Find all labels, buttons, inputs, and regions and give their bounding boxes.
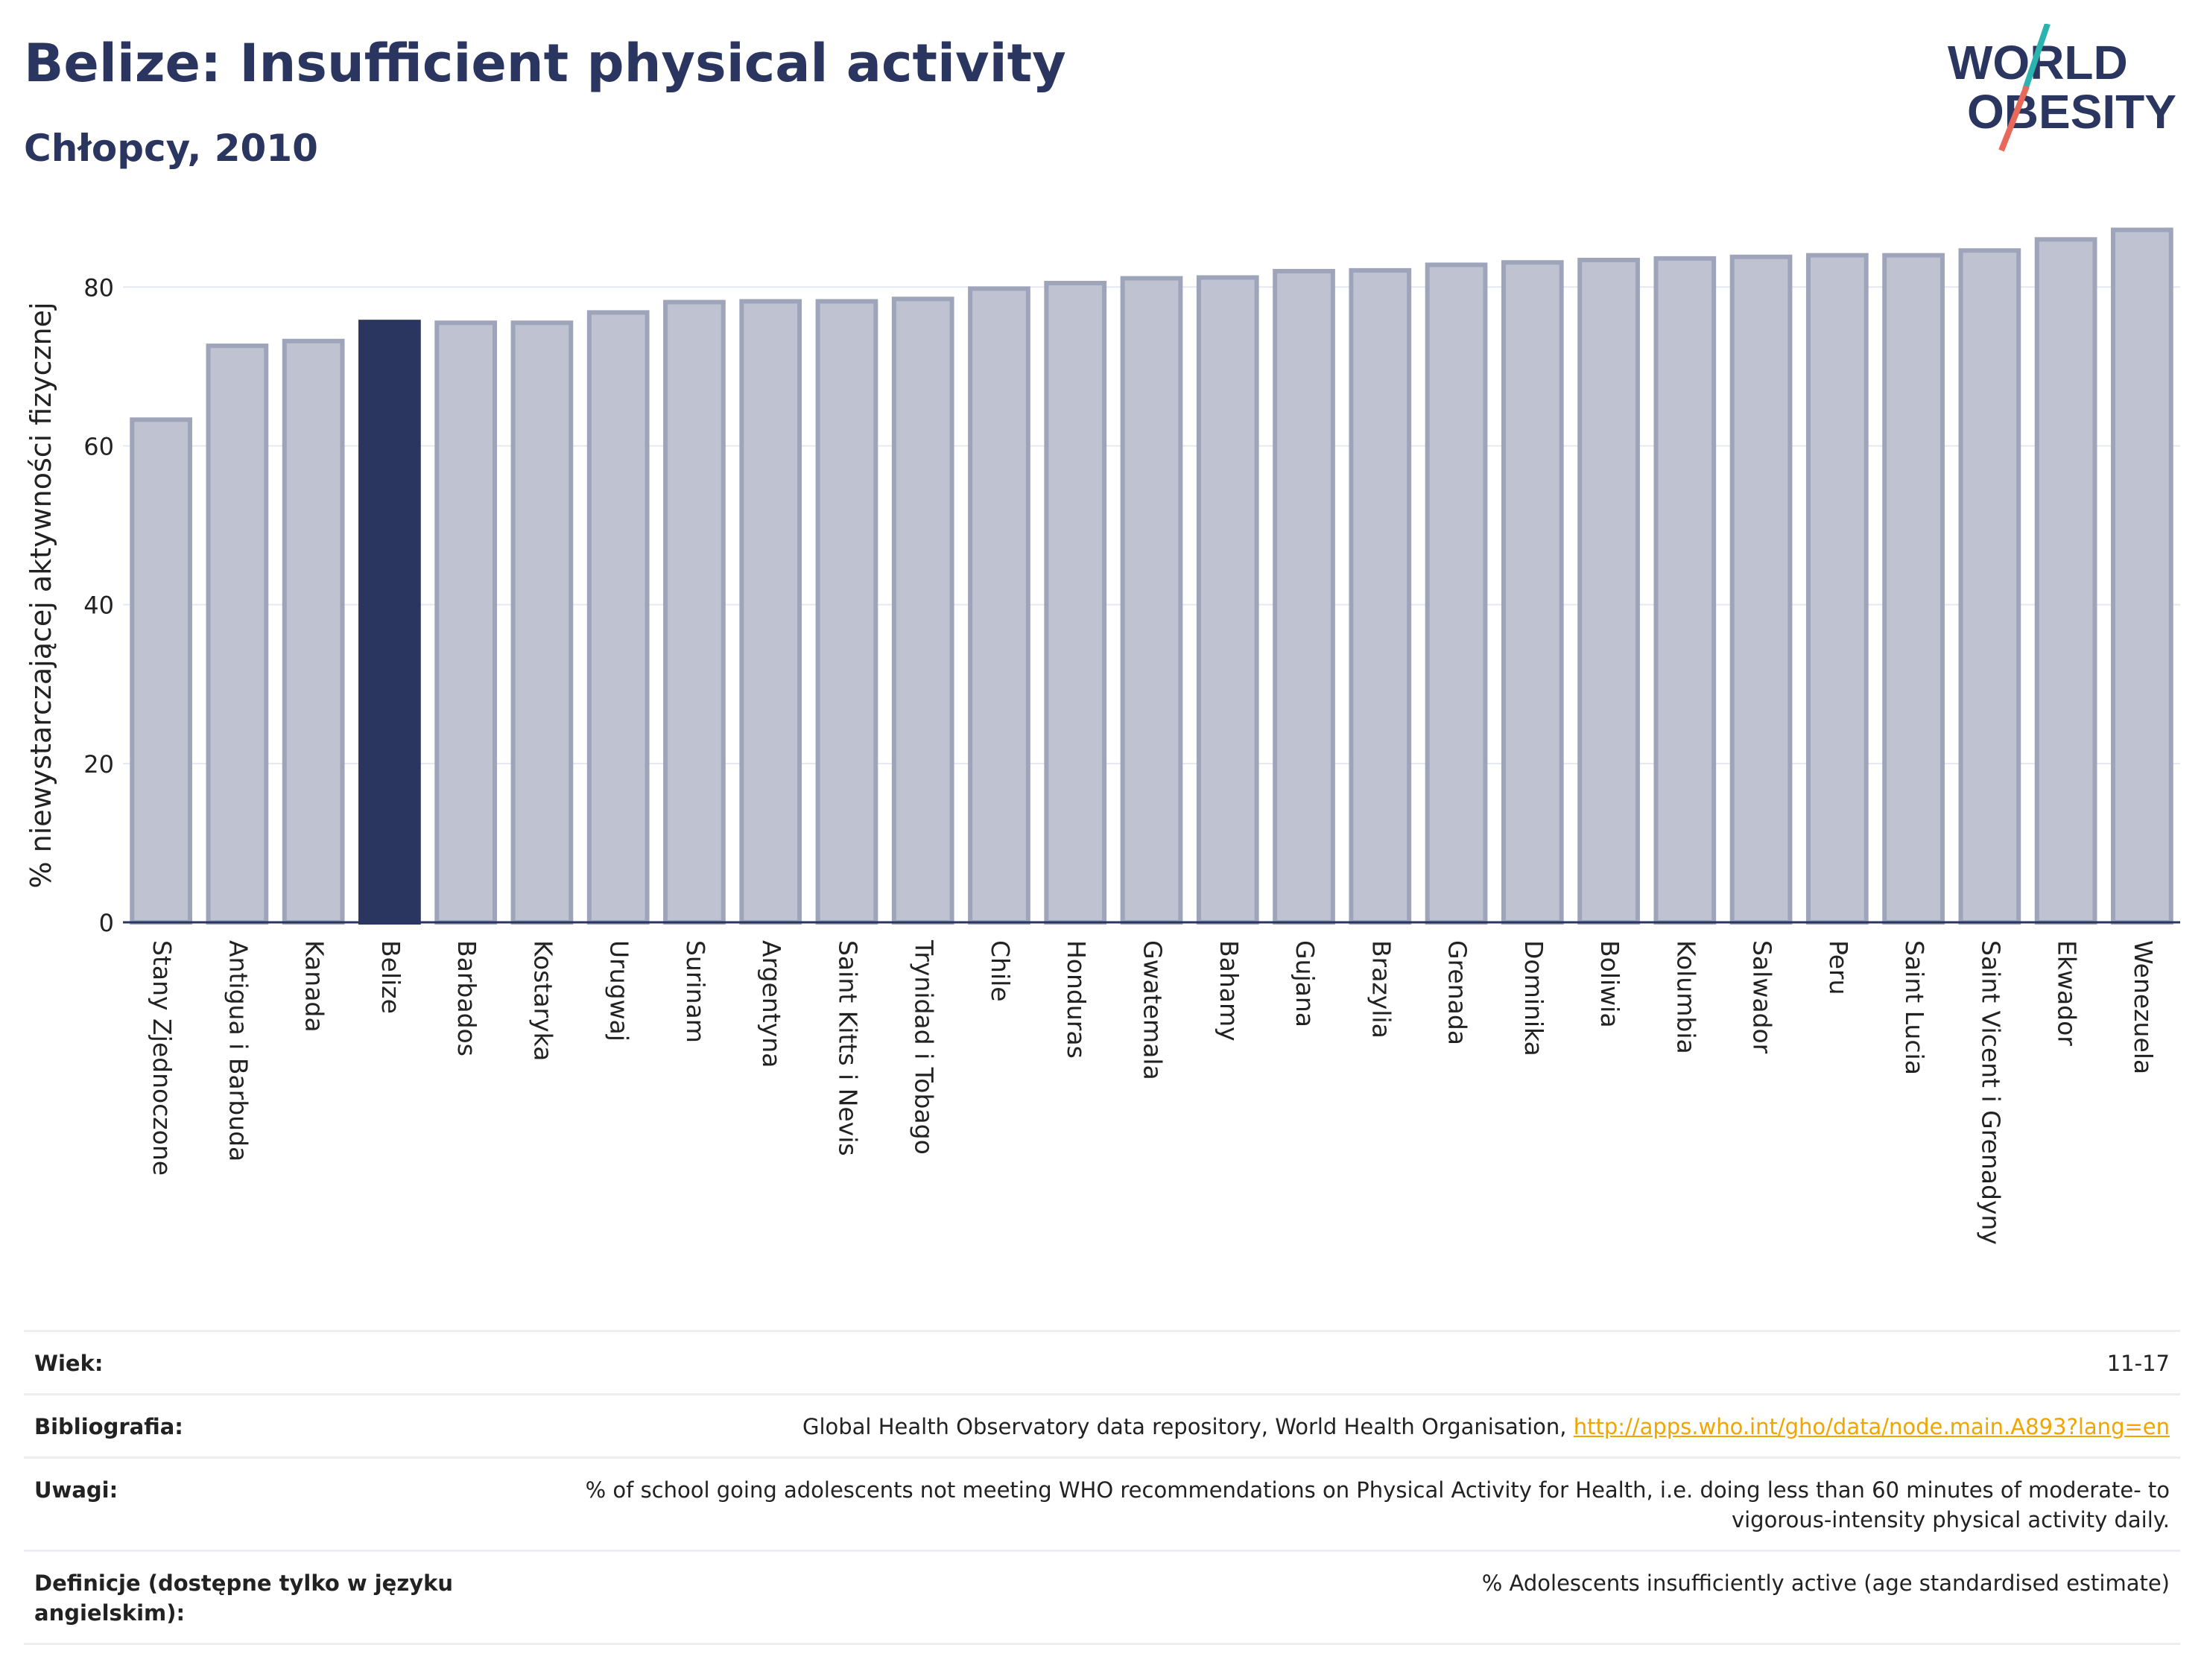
x-tick-label: Barbados — [452, 940, 481, 1056]
x-tick-label: Salwador — [1748, 940, 1777, 1054]
y-tick-label: 80 — [83, 273, 114, 302]
bar-saint-kitts-i-nevis[interactable] — [815, 299, 878, 925]
bar-saint-vicent-i-grenadyny[interactable] — [1958, 248, 2021, 925]
x-tick-label: Boliwia — [1595, 940, 1624, 1028]
x-tick-label: Chile — [986, 940, 1015, 1002]
x-tick-label: Urugwaj — [605, 940, 634, 1042]
meta-value: 11-17 — [492, 1330, 2180, 1395]
bar-antigua-i-barbuda[interactable] — [206, 343, 269, 925]
x-tick-label: Kolumbia — [1671, 940, 1700, 1054]
bar-chart: 0 20 40 60 80 Stany Zjednoczone Antigua i Bar… — [25, 227, 2180, 1245]
chart-title: Belize: Insufficient physical activity — [24, 33, 1066, 94]
bar-belize[interactable] — [358, 320, 421, 925]
world-obesity-logo[interactable]: WORLD OBESITY — [1937, 24, 2191, 158]
bar-boliwia[interactable] — [1577, 258, 1640, 925]
bar-kanada[interactable] — [282, 338, 345, 925]
meta-row-age: Wiek: 11-17 — [24, 1330, 2180, 1395]
bar-ekwador[interactable] — [2034, 237, 2097, 925]
bar-honduras[interactable] — [1044, 280, 1107, 925]
x-tick-label: Grenada — [1443, 940, 1472, 1045]
x-tick-label: Saint Vicent i Grenadyny — [1976, 940, 2005, 1245]
x-tick-label: Ekwador — [2053, 940, 2082, 1046]
chart-subtitle: Chłopcy, 2010 — [24, 127, 318, 170]
x-tick-label: Brazylia — [1367, 940, 1396, 1039]
x-tick-label: Kanada — [300, 940, 329, 1033]
x-tick-label: Saint Kitts i Nevis — [833, 940, 862, 1156]
bar-saint-lucia[interactable] — [1882, 253, 1945, 925]
bar-argentyna[interactable] — [739, 299, 802, 925]
bar-stany-zjednoczone[interactable] — [130, 417, 192, 925]
x-tick-label: Gwatemala — [1139, 940, 1168, 1080]
meta-label: Definicje (dostępne tylko w języku angie… — [24, 1550, 492, 1645]
y-axis-title: % niewystarczającej aktywności fizycznej — [25, 302, 57, 888]
meta-value: Global Health Observatory data repositor… — [802, 1414, 1574, 1439]
x-tick-label: Antigua i Barbuda — [224, 940, 253, 1161]
x-tick-label: Belize — [376, 940, 405, 1014]
x-tick-label: Stany Zjednoczone — [148, 940, 177, 1176]
bar-brazylia[interactable] — [1349, 267, 1412, 925]
y-tick-label: 60 — [83, 432, 114, 460]
x-tick-label: Trynidad i Tobago — [910, 939, 939, 1155]
bar-kolumbia[interactable] — [1653, 256, 1717, 925]
meta-value: % of school going adolescents not meetin… — [492, 1456, 2180, 1551]
y-tick-label: 0 — [99, 909, 114, 937]
meta-label: Bibliografia: — [24, 1393, 492, 1458]
logo-slash-coral — [1998, 85, 2030, 152]
x-tick-label: Dominika — [1519, 940, 1548, 1056]
meta-label: Uwagi: — [24, 1456, 492, 1551]
bar-grenada[interactable] — [1425, 262, 1488, 925]
bar-kostaryka[interactable] — [510, 320, 574, 925]
x-tick-label: Gujana — [1291, 940, 1320, 1027]
x-tick-label: Saint Lucia — [1900, 940, 1929, 1075]
bar-peru[interactable] — [1805, 253, 1869, 925]
bar-wenezuela[interactable] — [2111, 227, 2173, 925]
y-tick-label: 20 — [83, 750, 114, 779]
x-tick-label: Peru — [1824, 940, 1853, 995]
meta-row-notes: Uwagi: % of school going adolescents not… — [24, 1456, 2180, 1551]
meta-label: Wiek: — [24, 1330, 492, 1395]
y-tick-label: 40 — [83, 592, 114, 620]
bar-dominika[interactable] — [1501, 260, 1564, 925]
bar-surinam[interactable] — [663, 299, 726, 925]
metadata-table: Wiek: 11-17 Bibliografia: Global Health … — [24, 1330, 2180, 1645]
bar-trynidad-i-tobago[interactable] — [891, 297, 954, 925]
bar-chile[interactable] — [968, 286, 1030, 925]
x-tick-label: Honduras — [1062, 940, 1091, 1059]
bar-barbados[interactable] — [434, 320, 498, 925]
bar-gwatemala[interactable] — [1120, 276, 1183, 925]
x-tick-label: Kostaryka — [528, 940, 557, 1061]
meta-row-definitions: Definicje (dostępne tylko w języku angie… — [24, 1550, 2180, 1645]
bar-urugwaj[interactable] — [586, 310, 650, 925]
source-link[interactable]: http://apps.who.int/gho/data/node.main.A… — [1573, 1414, 2170, 1439]
bar-gujana[interactable] — [1273, 268, 1335, 925]
x-tick-label: Surinam — [681, 940, 710, 1043]
meta-value: % Adolescents insufficiently active (age… — [492, 1550, 2180, 1645]
logo-line-obesity: OBESITY — [1967, 85, 2176, 139]
x-tick-label: Argentyna — [757, 940, 786, 1068]
logo-slash-teal — [2022, 24, 2051, 91]
x-tick-label: Wenezuela — [2129, 940, 2158, 1074]
x-tick-label: Bahamy — [1215, 940, 1244, 1042]
meta-row-bibliography: Bibliografia: Global Health Observatory … — [24, 1393, 2180, 1458]
bar-bahamy[interactable] — [1196, 275, 1259, 925]
bar-salwador[interactable] — [1729, 254, 1793, 925]
